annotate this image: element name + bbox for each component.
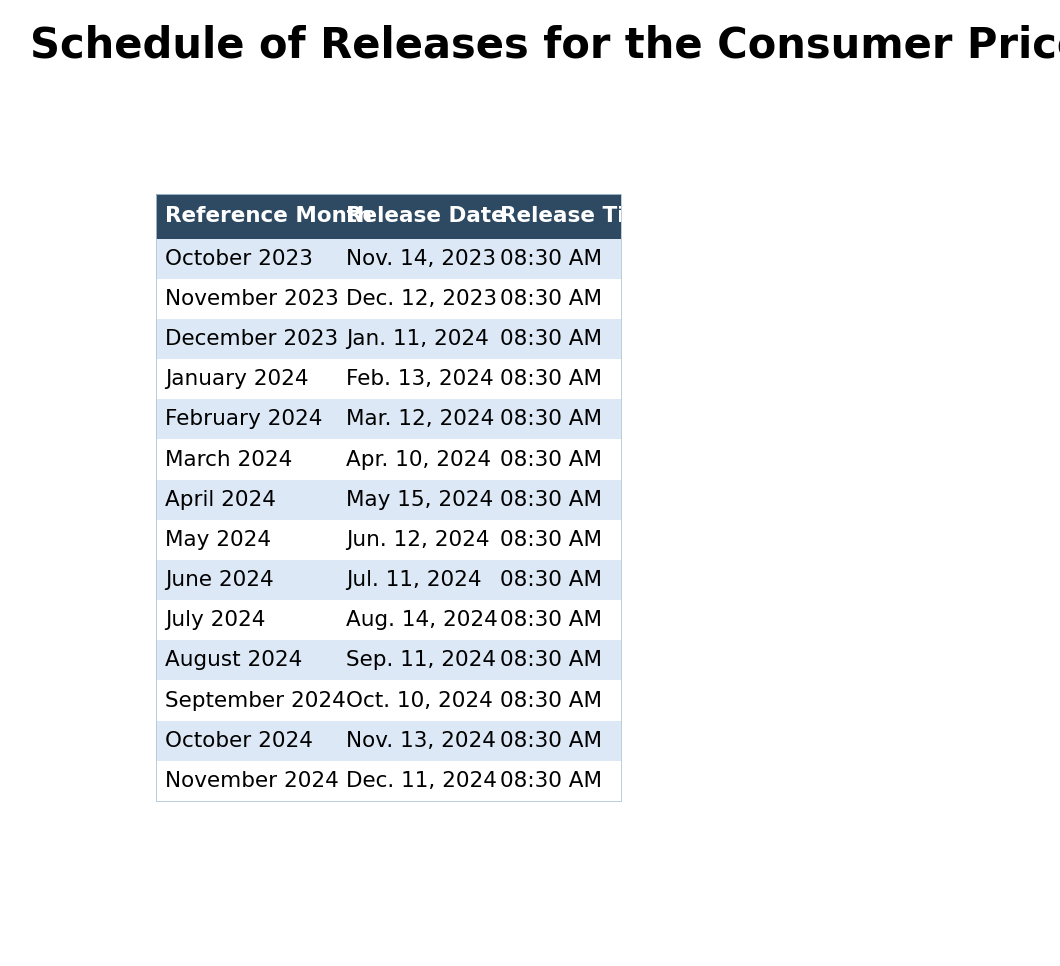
FancyBboxPatch shape	[156, 560, 621, 600]
Text: 08:30 AM: 08:30 AM	[499, 248, 602, 269]
Text: Schedule of Releases for the Consumer Price Index: Schedule of Releases for the Consumer Pr…	[30, 24, 1060, 66]
Text: 08:30 AM: 08:30 AM	[499, 650, 602, 670]
Text: 08:30 AM: 08:30 AM	[499, 490, 602, 510]
Text: Oct. 10, 2024: Oct. 10, 2024	[346, 691, 493, 711]
Text: Jun. 12, 2024: Jun. 12, 2024	[346, 530, 490, 550]
Text: Aug. 14, 2024: Aug. 14, 2024	[346, 611, 498, 630]
Text: Mar. 12, 2024: Mar. 12, 2024	[346, 410, 494, 430]
Text: 08:30 AM: 08:30 AM	[499, 289, 602, 309]
Text: Nov. 14, 2023: Nov. 14, 2023	[346, 248, 496, 269]
FancyBboxPatch shape	[156, 600, 621, 640]
Text: Apr. 10, 2024: Apr. 10, 2024	[346, 449, 491, 469]
Text: May 2024: May 2024	[165, 530, 271, 550]
Text: 08:30 AM: 08:30 AM	[499, 530, 602, 550]
Text: 08:30 AM: 08:30 AM	[499, 410, 602, 430]
Text: November 2024: November 2024	[165, 771, 339, 791]
Text: Dec. 11, 2024: Dec. 11, 2024	[346, 771, 497, 791]
FancyBboxPatch shape	[156, 440, 621, 480]
Text: Release Time: Release Time	[499, 207, 661, 226]
FancyBboxPatch shape	[156, 480, 621, 520]
FancyBboxPatch shape	[156, 279, 621, 319]
Text: February 2024: February 2024	[165, 410, 323, 430]
Text: October 2024: October 2024	[165, 730, 314, 751]
Text: Release Date: Release Date	[346, 207, 506, 226]
Text: Jan. 11, 2024: Jan. 11, 2024	[346, 329, 489, 349]
FancyBboxPatch shape	[156, 359, 621, 399]
FancyBboxPatch shape	[156, 194, 621, 239]
Text: Sep. 11, 2024: Sep. 11, 2024	[346, 650, 496, 670]
Text: 08:30 AM: 08:30 AM	[499, 369, 602, 389]
Text: 08:30 AM: 08:30 AM	[499, 730, 602, 751]
Text: September 2024: September 2024	[165, 691, 347, 711]
Text: 08:30 AM: 08:30 AM	[499, 449, 602, 469]
FancyBboxPatch shape	[156, 239, 621, 279]
Text: 08:30 AM: 08:30 AM	[499, 611, 602, 630]
Text: 08:30 AM: 08:30 AM	[499, 771, 602, 791]
Text: Nov. 13, 2024: Nov. 13, 2024	[346, 730, 496, 751]
Text: January 2024: January 2024	[165, 369, 308, 389]
FancyBboxPatch shape	[156, 761, 621, 801]
FancyBboxPatch shape	[156, 680, 621, 721]
FancyBboxPatch shape	[156, 640, 621, 680]
FancyBboxPatch shape	[156, 721, 621, 761]
FancyBboxPatch shape	[156, 319, 621, 359]
Text: July 2024: July 2024	[165, 611, 266, 630]
FancyBboxPatch shape	[156, 520, 621, 560]
Text: 08:30 AM: 08:30 AM	[499, 329, 602, 349]
Text: Jul. 11, 2024: Jul. 11, 2024	[346, 570, 481, 590]
Text: Reference Month: Reference Month	[165, 207, 372, 226]
Text: August 2024: August 2024	[165, 650, 303, 670]
Text: December 2023: December 2023	[165, 329, 338, 349]
Text: October 2023: October 2023	[165, 248, 314, 269]
Text: April 2024: April 2024	[165, 490, 277, 510]
Text: 08:30 AM: 08:30 AM	[499, 570, 602, 590]
Text: Dec. 12, 2023: Dec. 12, 2023	[346, 289, 497, 309]
Text: March 2024: March 2024	[165, 449, 293, 469]
Text: November 2023: November 2023	[165, 289, 339, 309]
Text: June 2024: June 2024	[165, 570, 275, 590]
Text: May 15, 2024: May 15, 2024	[346, 490, 493, 510]
Text: 08:30 AM: 08:30 AM	[499, 691, 602, 711]
FancyBboxPatch shape	[156, 399, 621, 440]
Text: Feb. 13, 2024: Feb. 13, 2024	[346, 369, 494, 389]
